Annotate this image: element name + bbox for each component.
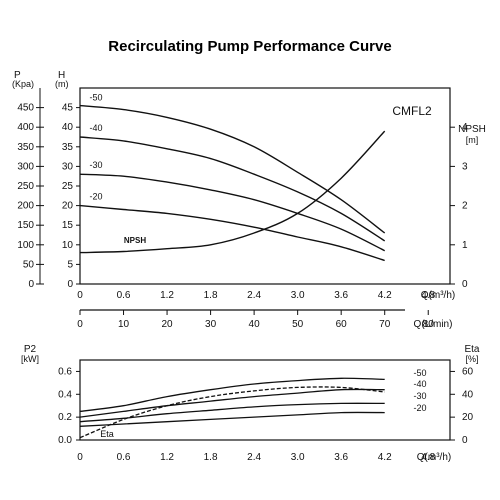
x3-tick-label: 4.2 (378, 452, 392, 463)
x2-tick-label: 30 (205, 319, 217, 330)
head-curve-minus20 (79, 204, 385, 262)
x3-tick-label: 0.6 (117, 452, 131, 463)
eta-tick-label: 0 (462, 435, 468, 446)
npsh-curve-label: NPSH (124, 236, 146, 245)
eta-curve-label: Eta (100, 429, 114, 439)
h-tick-label: 10 (62, 240, 74, 251)
x2-axis-label: Q(L/min) (414, 319, 453, 330)
head-curve-minus50 (79, 104, 386, 234)
bottom-plot-frame (79, 359, 451, 441)
eta-axis-unit: [%] (465, 354, 478, 364)
p-unit-sub: (Kpa) (12, 79, 34, 89)
p-tick-label: 350 (17, 142, 34, 153)
power-series-label: -30 (413, 391, 426, 401)
head-series-label: -40 (89, 123, 102, 133)
eta-tick-label: 60 (462, 366, 474, 377)
x1-tick-label: 2.4 (247, 290, 261, 301)
p-tick-label: 200 (17, 201, 34, 212)
x2-tick-label: 20 (161, 319, 173, 330)
h-tick-label: 0 (67, 279, 73, 290)
h-unit-sub: (m) (55, 79, 69, 89)
power-curve-minus40 (79, 388, 385, 418)
p2-tick-label: 0.0 (58, 435, 72, 446)
x1-tick-label: 3.6 (334, 290, 348, 301)
x3-tick-label: 0 (77, 452, 83, 463)
x3-tick-label: 1.2 (160, 452, 174, 463)
x3-tick-label: 1.8 (204, 452, 218, 463)
power-series-label: -20 (413, 403, 426, 413)
p-tick-label: 300 (17, 161, 34, 172)
p2-axis-label: P2 (24, 344, 37, 355)
x3-tick-label: 3.6 (334, 452, 348, 463)
npsh-axis-label: NPSH (458, 124, 486, 135)
x3-tick-label: 3.0 (291, 452, 305, 463)
power-series-label: -40 (413, 379, 426, 389)
p2-axis-unit: [kW] (21, 354, 39, 364)
head-series-label: -30 (89, 160, 102, 170)
x3-tick-label: 2.4 (247, 452, 261, 463)
npsh-tick-label: 4 (462, 122, 468, 133)
head-series-label: -20 (89, 192, 102, 202)
p-tick-label: 250 (17, 181, 34, 192)
p-tick-label: 400 (17, 122, 34, 133)
x1-tick-label: 0 (77, 290, 83, 301)
p2-tick-label: 0.6 (58, 366, 72, 377)
h-tick-label: 25 (62, 181, 74, 192)
x2-tick-label: 80 (423, 319, 435, 330)
npsh-tick-label: 1 (462, 240, 468, 251)
p-tick-label: 50 (23, 259, 35, 270)
power-curve-minus50 (79, 377, 385, 413)
npsh-tick-label: 3 (462, 161, 468, 172)
power-curve-minus20 (79, 411, 385, 427)
x1-tick-label: 3.0 (291, 290, 305, 301)
h-tick-label: 15 (62, 220, 74, 231)
x2-tick-label: 10 (118, 319, 130, 330)
head-curve-minus40 (79, 136, 386, 242)
x1-tick-label: 0.6 (117, 290, 131, 301)
x2-tick-label: 60 (336, 319, 348, 330)
eta-axis-label: Eta (464, 344, 479, 355)
p-tick-label: 450 (17, 103, 34, 114)
h-tick-label: 30 (62, 161, 74, 172)
power-series-label: -50 (413, 368, 426, 378)
p-tick-label: 150 (17, 220, 34, 231)
h-tick-label: 35 (62, 142, 74, 153)
x2-tick-label: 50 (292, 319, 304, 330)
npsh-tick-label: 2 (462, 201, 468, 212)
p2-tick-label: 0.4 (58, 389, 72, 400)
h-tick-label: 40 (62, 122, 74, 133)
p-tick-label: 100 (17, 240, 34, 251)
p2-tick-label: 0.2 (58, 412, 72, 423)
h-tick-label: 5 (67, 259, 73, 270)
power-curve-eta (79, 386, 385, 439)
x1-tick-label: 4.8 (421, 290, 435, 301)
x2-tick-label: 0 (77, 319, 83, 330)
npsh-tick-label: 0 (462, 279, 468, 290)
x2-tick-label: 40 (249, 319, 261, 330)
x1-tick-label: 1.2 (160, 290, 174, 301)
head-series-label: -50 (89, 93, 102, 103)
x1-tick-label: 1.8 (204, 290, 218, 301)
h-tick-label: 45 (62, 103, 74, 114)
p-tick-label: 0 (28, 279, 34, 290)
x3-axis-label: Q(m³/h) (417, 452, 451, 463)
p-unit-label: P (14, 70, 21, 81)
x2-tick-label: 70 (379, 319, 391, 330)
head-curve-npsh (79, 130, 386, 254)
h-unit-label: H (58, 70, 65, 81)
eta-tick-label: 40 (462, 389, 474, 400)
eta-tick-label: 20 (462, 412, 474, 423)
chart-title: Recirculating Pump Performance Curve (108, 38, 392, 55)
model-label: CMFL2 (392, 104, 432, 118)
x1-tick-label: 4.2 (378, 290, 392, 301)
h-tick-label: 20 (62, 201, 74, 212)
x1-axis-label: Q(m³/h) (421, 290, 455, 301)
x3-tick-label: 4.8 (421, 452, 435, 463)
npsh-axis-unit: [m] (466, 135, 479, 145)
head-curve-minus30 (79, 173, 386, 252)
